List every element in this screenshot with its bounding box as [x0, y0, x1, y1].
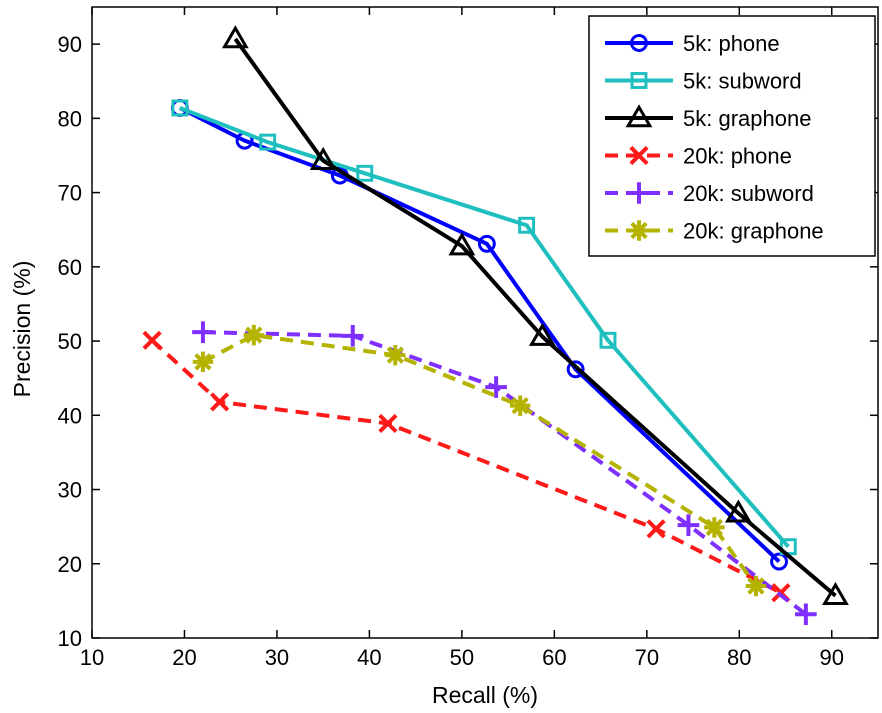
x-tick-label: 50 — [450, 645, 474, 670]
y-tick-label: 20 — [58, 552, 82, 577]
series-3-point — [448, 232, 476, 256]
y-tick-label: 90 — [58, 32, 82, 57]
series-6-point — [509, 395, 531, 416]
series-3-point — [822, 581, 849, 605]
y-tick-label: 10 — [58, 626, 82, 651]
y-axis-label: Precision (%) — [9, 261, 35, 398]
series-2 — [171, 99, 797, 556]
legend-label: 20k: subword — [683, 181, 814, 206]
series-6-point — [385, 344, 406, 366]
x-tick-label: 80 — [727, 645, 751, 670]
x-tick-label: 70 — [635, 645, 659, 670]
legend-entry-2: 5k: subword — [605, 69, 802, 94]
series-5-point — [485, 376, 507, 398]
series-5 — [192, 321, 817, 626]
legend-marker — [630, 34, 648, 52]
x-tick-label: 40 — [357, 645, 381, 670]
series-6-point — [704, 517, 725, 538]
legend-label: 20k: graphone — [683, 219, 824, 244]
legend-entry-1: 5k: phone — [605, 31, 780, 56]
x-tick-label: 20 — [172, 645, 196, 670]
legend-entry-4: 20k: phone — [605, 144, 792, 169]
y-tick-label: 30 — [58, 478, 82, 503]
y-tick-label: 60 — [58, 255, 82, 280]
legend-label: 5k: graphone — [683, 106, 811, 131]
series-3-point — [528, 322, 556, 346]
series-1-point — [477, 234, 496, 253]
series-2-point — [599, 331, 617, 349]
legend-label: 5k: subword — [683, 69, 802, 94]
legend-marker — [628, 220, 650, 241]
series-1-point — [566, 360, 585, 379]
legend-marker — [630, 72, 648, 89]
legend-marker — [628, 182, 650, 204]
axes-frame — [91, 6, 879, 639]
legend-marker — [625, 104, 653, 128]
series-3-line — [233, 37, 837, 598]
series-3-point — [221, 25, 249, 49]
series-6-line — [202, 333, 758, 588]
series-6 — [192, 324, 767, 597]
legend-entry-3: 5k: graphone — [605, 104, 811, 131]
series-6-point — [192, 351, 214, 373]
y-tick-label: 50 — [58, 329, 82, 354]
series-3-point — [309, 146, 337, 170]
x-tick-label: 60 — [542, 645, 566, 670]
series-layer — [142, 25, 849, 626]
y-tick-label: 40 — [58, 403, 82, 428]
series-6-point — [243, 324, 265, 346]
series-4-point — [378, 413, 398, 434]
y-tick-label: 70 — [58, 181, 82, 206]
series-2-line — [179, 106, 790, 549]
series-4-point — [210, 392, 230, 412]
series-5-point — [192, 321, 214, 343]
x-tick-label: 10 — [80, 645, 104, 670]
legend-entry-6: 20k: graphone — [605, 219, 824, 244]
legend-entry-5: 20k: subword — [605, 181, 814, 206]
series-6-point — [745, 575, 767, 597]
x-tick-label: 30 — [265, 645, 289, 670]
x-tick-label: 90 — [820, 645, 844, 670]
series-2-point — [518, 216, 536, 234]
series-1-line — [178, 106, 781, 563]
legend-box — [588, 15, 876, 257]
series-4-point — [646, 519, 666, 539]
x-axis-label: Recall (%) — [432, 682, 538, 708]
series-4 — [142, 330, 791, 603]
axes: 10 20 30 40 50 60 70 80 90 10 20 30 40 50 60 70 80 90 — [58, 6, 879, 670]
series-2-point — [171, 99, 189, 117]
series-3 — [221, 25, 849, 605]
legend-label: 5k: phone — [683, 31, 780, 56]
y-tick-label: 80 — [58, 106, 82, 131]
series-5-point — [677, 514, 700, 536]
series-2-point — [259, 133, 277, 151]
series-4-point — [142, 330, 162, 350]
series-3-point — [724, 499, 752, 523]
legend-label: 20k: phone — [683, 144, 792, 169]
series-2-point — [356, 164, 374, 182]
legend: 5k: phone 5k: subword 5k: graphone 20k: pho… — [588, 15, 876, 257]
series-5-point — [341, 325, 364, 347]
series-5-point — [795, 603, 817, 626]
legend-marker — [629, 145, 649, 166]
series-1-point — [770, 552, 788, 571]
